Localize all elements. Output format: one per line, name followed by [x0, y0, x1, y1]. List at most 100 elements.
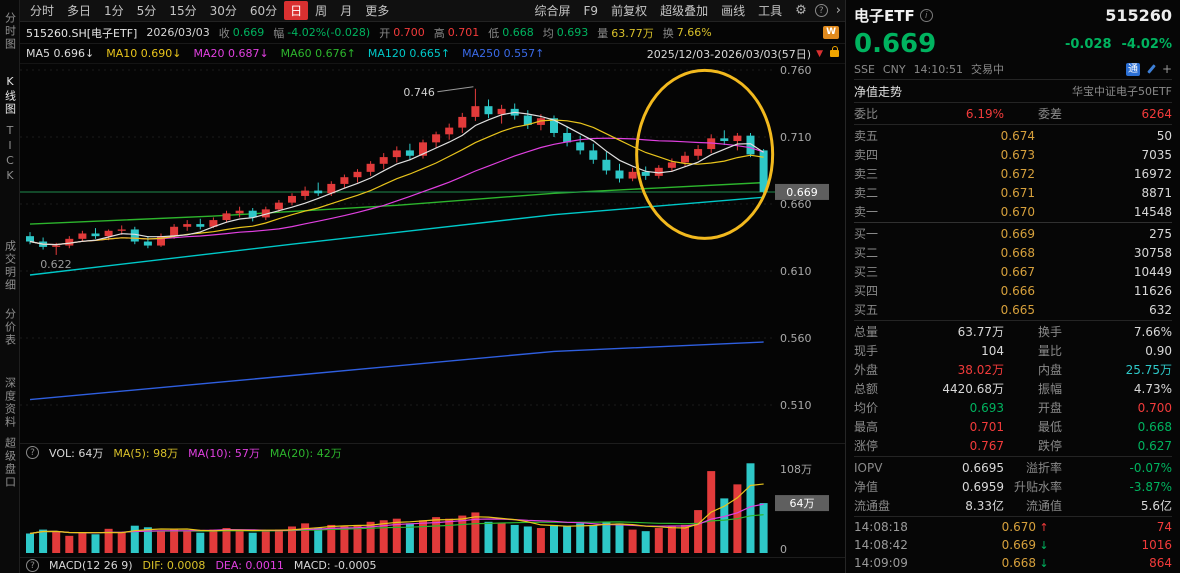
field-open: 开 0.700: [379, 26, 425, 40]
field-close: 收 0.669: [218, 26, 265, 40]
ask-row-2[interactable]: 卖二 0.671 8871: [854, 185, 1172, 201]
volume-help-icon[interactable]: ?: [26, 446, 39, 459]
svg-text:0.669: 0.669: [786, 186, 818, 199]
period-month[interactable]: 月: [340, 4, 353, 18]
period-5min[interactable]: 5分: [136, 4, 157, 18]
vol-ma10: MA(10): 57万: [188, 446, 260, 460]
action-composite-screen[interactable]: 综合屏: [534, 4, 571, 18]
period-more[interactable]: 更多: [365, 4, 390, 18]
action-tools[interactable]: 工具: [758, 4, 783, 18]
stock-name: 电子ETF: [854, 7, 915, 25]
svg-text:0.622: 0.622: [40, 258, 71, 271]
last-price-row: 0.669 -0.028 -4.02%: [854, 28, 1172, 60]
add-watchlist-icon[interactable]: +: [1161, 62, 1172, 76]
action-draw-line[interactable]: 画线: [721, 4, 746, 18]
period-duori[interactable]: 多日: [67, 4, 92, 18]
bid-row-1[interactable]: 买一 0.669 275: [854, 226, 1172, 242]
bid-row-5[interactable]: 买五 0.665 632: [854, 302, 1172, 318]
svg-text:0.610: 0.610: [780, 265, 812, 278]
tab-price-table[interactable]: 分价表: [3, 308, 17, 347]
period-toolbar: 分时 多日 1分 5分 15分 30分 60分 日 周 月 更多 综合屏 F9 …: [20, 0, 845, 22]
divider: [854, 456, 1172, 457]
stock-code: 515260: [1105, 6, 1172, 25]
tick-row: 14:09:09 0.668 ↓ 864: [854, 556, 1172, 570]
quote-header: 电子ETF i 515260: [854, 3, 1172, 28]
action-forward-adjust[interactable]: 前复权: [611, 4, 648, 18]
kline-chart[interactable]: 0.760 0.710 0.660 0.610 0.560 0.510 0.746 0.622…: [20, 64, 845, 443]
stat-row: 外盘 38.02万 内盘 25.75万: [854, 363, 1172, 377]
quote-panel: 电子ETF i 515260 0.669 -0.028 -4.02% SSE C…: [845, 0, 1180, 573]
info-icon[interactable]: i: [919, 9, 933, 22]
tab-time-chart[interactable]: 分时图: [3, 12, 17, 51]
tab-kline-chart[interactable]: K线图: [3, 75, 17, 116]
period-fenshi[interactable]: 分时: [30, 4, 55, 18]
ask-row-5[interactable]: 卖五 0.674 50: [854, 128, 1172, 144]
nav-trend-link[interactable]: 净值走势: [854, 84, 903, 99]
toolbar-actions: 综合屏 F9 前复权 超级叠加 画线 工具 ⚙ ? ›: [529, 1, 841, 20]
range-dropdown-icon[interactable]: ▼: [816, 48, 823, 59]
ma-indicator-bar: MA5 0.696↓ MA10 0.690↓ MA20 0.687↓ MA60 …: [20, 44, 845, 64]
period-15min[interactable]: 15分: [169, 4, 197, 18]
macd-help-icon[interactable]: ?: [26, 559, 39, 572]
field-low: 低 0.668: [488, 26, 534, 40]
ma10-value: MA10 0.690↓: [106, 47, 182, 60]
tab-trade-detail[interactable]: 成交明细: [3, 240, 17, 292]
market-status-row: SSE CNY 14:10:51 交易中 通 +: [854, 60, 1172, 78]
vol-ma20: MA(20): 42万: [269, 446, 342, 460]
period-30min[interactable]: 30分: [209, 4, 237, 18]
weibi-row: 委比 6.19% 委差 6264: [854, 106, 1172, 122]
ma60-value: MA60 0.676↑: [280, 47, 356, 60]
ask-row-1[interactable]: 卖一 0.670 14548: [854, 204, 1172, 220]
vol-ma5: MA(5): 98万: [113, 446, 179, 460]
price-change: -0.028: [1064, 36, 1112, 52]
period-day-active[interactable]: 日: [284, 1, 309, 20]
volume-chart[interactable]: 108万 0 64万: [20, 461, 845, 557]
nav-value-row: 净值 0.6959 升贴水率 -3.87%: [854, 479, 1172, 495]
svg-text:0.510: 0.510: [780, 399, 812, 412]
bid-row-2[interactable]: 买二 0.668 30758: [854, 245, 1172, 261]
main-chart-column: 分时 多日 1分 5分 15分 30分 60分 日 周 月 更多 综合屏 F9 …: [20, 0, 845, 573]
chevron-right-icon[interactable]: ›: [835, 3, 841, 18]
action-super-overlay[interactable]: 超级叠加: [660, 4, 709, 18]
weibi-value: 6.19%: [965, 106, 1004, 121]
currency-label: CNY: [882, 62, 906, 76]
status-icons: 通 +: [1125, 62, 1172, 76]
period-1min[interactable]: 1分: [104, 4, 124, 18]
float-row: 流通盘 8.33亿 流通值 5.6亿: [854, 499, 1172, 513]
divider: [854, 79, 1172, 80]
svg-text:0.710: 0.710: [780, 131, 812, 144]
tab-tick[interactable]: TICK: [3, 124, 17, 184]
pencil-icon[interactable]: [1146, 64, 1156, 75]
period-60min[interactable]: 60分: [249, 4, 278, 18]
bid-row-4[interactable]: 买四 0.666 11626: [854, 283, 1172, 299]
change-group: -0.028 -4.02%: [1065, 37, 1172, 52]
lock-icon[interactable]: [830, 46, 839, 57]
svg-text:108万: 108万: [780, 463, 812, 476]
stat-row: 现手 104 量比 0.90: [854, 343, 1172, 359]
field-high: 高 0.701: [433, 26, 480, 40]
tab-depth-info[interactable]: 深度资料: [3, 377, 17, 429]
tick-row: 14:08:42 0.669 ↓ 1016: [854, 538, 1172, 552]
svg-text:0.746: 0.746: [403, 86, 435, 99]
gear-icon[interactable]: ⚙: [795, 3, 807, 18]
help-icon[interactable]: ?: [814, 4, 828, 17]
macd-value: MACD: -0.0005: [293, 559, 377, 572]
svg-text:0: 0: [780, 543, 787, 556]
tab-super-orderbook[interactable]: 超级盘口: [3, 437, 17, 489]
svg-text:0.760: 0.760: [780, 64, 812, 77]
ask-row-3[interactable]: 卖三 0.672 16972: [854, 166, 1172, 182]
wencai-badge[interactable]: W: [823, 26, 839, 39]
kline-chart-area: 0.760 0.710 0.660 0.610 0.560 0.510 0.746 0.622…: [20, 64, 845, 443]
action-f9[interactable]: F9: [583, 3, 599, 18]
field-change: 幅 -4.02%(-0.028): [273, 26, 371, 40]
ask-row-4[interactable]: 卖四 0.673 7035: [854, 147, 1172, 163]
field-turnover: 换 7.66%: [662, 26, 712, 40]
macd-indicator-bar: ? MACD(12 26 9) DIF: 0.0008 DEA: 0.0011 …: [20, 557, 845, 573]
bid-row-3[interactable]: 买三 0.667 10449: [854, 264, 1172, 280]
bid-ask-divider: [854, 222, 1172, 223]
last-price: 0.669: [854, 29, 937, 59]
tong-badge[interactable]: 通: [1125, 62, 1140, 76]
period-week[interactable]: 周: [315, 4, 328, 18]
divider: [854, 320, 1172, 321]
ma250-value: MA250 0.557↑: [462, 47, 545, 60]
